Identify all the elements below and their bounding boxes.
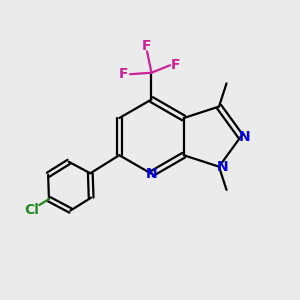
Text: Cl: Cl xyxy=(24,203,39,217)
Text: F: F xyxy=(119,67,128,81)
Text: N: N xyxy=(217,160,228,174)
Text: N: N xyxy=(146,167,157,182)
Text: F: F xyxy=(171,58,181,72)
Text: N: N xyxy=(238,130,250,144)
Text: F: F xyxy=(142,39,151,53)
